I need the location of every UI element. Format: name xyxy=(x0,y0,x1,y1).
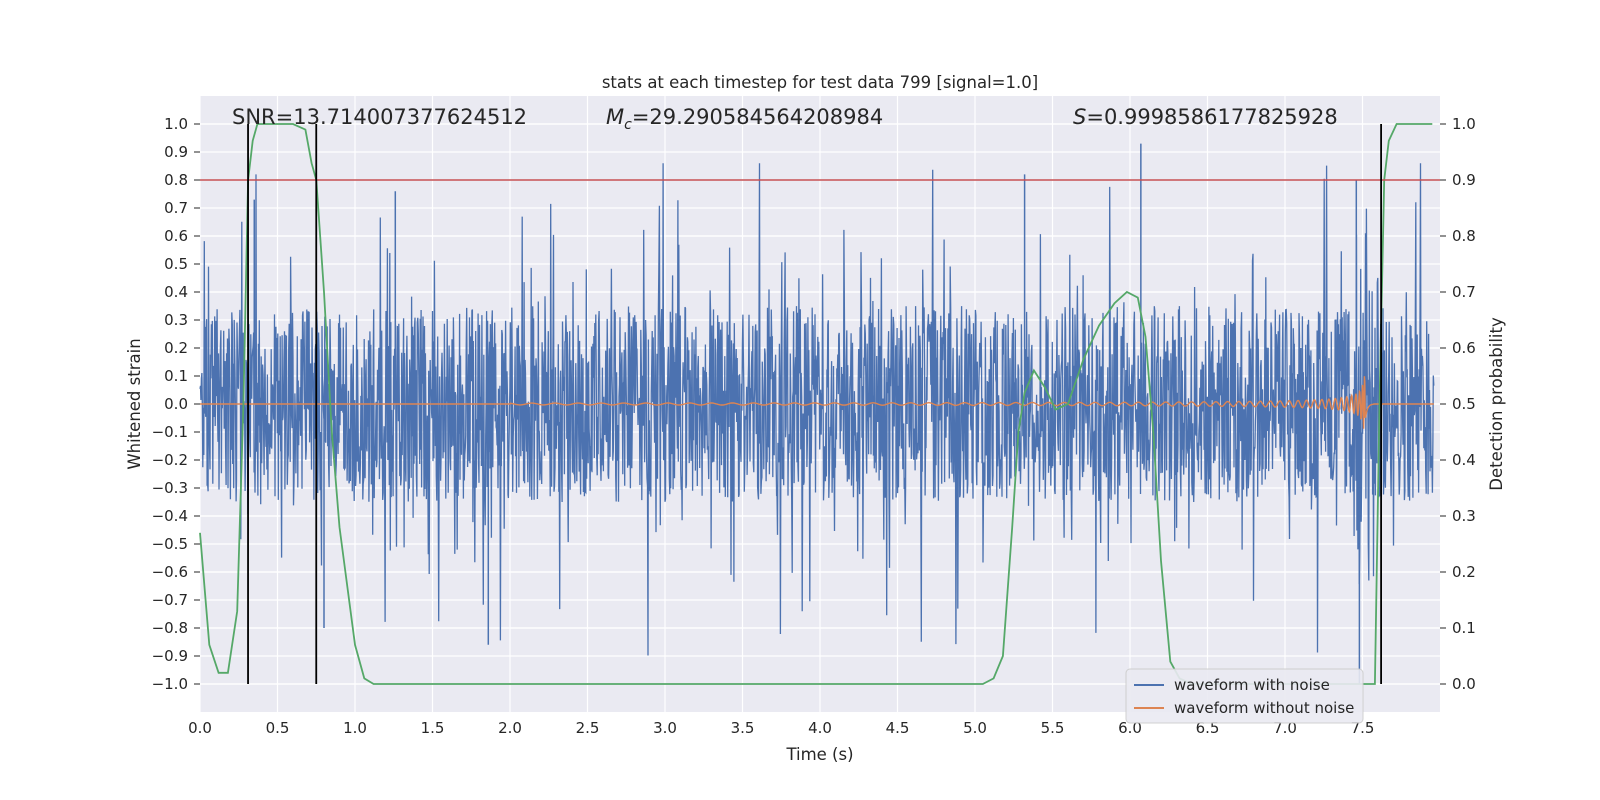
legend: waveform with noise waveform without noi… xyxy=(1125,668,1364,724)
y-tick-label: 1.0 xyxy=(164,115,188,133)
legend-label-noise: waveform with noise xyxy=(1174,676,1330,694)
y-tick-label: −0.4 xyxy=(152,507,188,525)
y-tick-label: 0.5 xyxy=(164,255,188,273)
x-tick-label: 2.5 xyxy=(576,719,600,737)
x-tick-label: 1.5 xyxy=(421,719,445,737)
chart-title: stats at each timestep for test data 799… xyxy=(602,73,1038,92)
y2-tick-label: 0.0 xyxy=(1452,675,1476,693)
y2-tick-label: 1.0 xyxy=(1452,115,1476,133)
detection-markers xyxy=(247,124,1382,684)
x-tick-label: 2.0 xyxy=(498,719,522,737)
x-tick-label: 0.0 xyxy=(188,719,212,737)
x-tick-label: 5.0 xyxy=(963,719,987,737)
y2-tick-label: 0.5 xyxy=(1452,395,1476,413)
y-tick-label: 0.0 xyxy=(164,395,188,413)
x-tick-label: 5.5 xyxy=(1041,719,1065,737)
y-tick-label: 0.6 xyxy=(164,227,188,245)
y-tick-label: −0.3 xyxy=(152,479,188,497)
y-tick-label: 0.2 xyxy=(164,339,188,357)
y2-tick-label: 0.7 xyxy=(1452,283,1476,301)
y2-tick-label: 0.4 xyxy=(1452,451,1476,469)
y-tick-label: 0.8 xyxy=(164,171,188,189)
chirp-mass-annotation: Mc=29.290584564208984 xyxy=(606,105,883,133)
x-ticks: 0.0 0.5 1.0 1.5 2.0 2.5 3.0 3.5 4.0 4.5 5.0 5.5 6.0 6… xyxy=(188,719,1374,737)
clean-trace xyxy=(200,376,1434,429)
y-ticks: 1.0 0.9 0.8 0.7 0.6 0.5 0.4 0.3 0.2 0.1 0.0 −0.1 −0.… xyxy=(152,115,200,693)
y-tick-label: 0.1 xyxy=(164,367,188,385)
y2-axis-label: Detection probability xyxy=(1487,317,1506,491)
noise-trace xyxy=(199,163,1435,656)
legend-box xyxy=(1125,668,1364,724)
x-tick-label: 3.5 xyxy=(731,719,755,737)
x-axis-label: Time (s) xyxy=(785,745,853,764)
y-tick-label: −0.6 xyxy=(152,563,188,581)
chirp-mass-symbol: M xyxy=(606,105,624,129)
y2-tick-label: 0.8 xyxy=(1452,227,1476,245)
series-waveform-with-noise xyxy=(199,143,1435,684)
y-tick-label: 0.3 xyxy=(164,311,188,329)
x-tick-label: 4.0 xyxy=(808,719,832,737)
y2-tick-label: 0.1 xyxy=(1452,619,1476,637)
x-tick-label: 1.0 xyxy=(343,719,367,737)
y-tick-label: −0.2 xyxy=(152,451,188,469)
y2-ticks: 1.0 0.9 0.8 0.7 0.6 0.5 0.4 0.3 0.2 0.1 0.0 xyxy=(1440,115,1476,693)
x-tick-label: 3.0 xyxy=(653,719,677,737)
chirp-mass-value: =29.290584564208984 xyxy=(632,105,883,129)
y-tick-label: −0.1 xyxy=(152,423,188,441)
y-tick-label: 0.4 xyxy=(164,283,188,301)
score-annotation: S=0.9998586177825928 xyxy=(1073,105,1338,129)
series-waveform-without-noise xyxy=(200,376,1434,429)
y2-tick-label: 0.9 xyxy=(1452,171,1476,189)
y-tick-label: 0.7 xyxy=(164,199,188,217)
y-tick-label: −0.7 xyxy=(152,591,188,609)
y2-tick-label: 0.2 xyxy=(1452,563,1476,581)
y2-tick-label: 0.3 xyxy=(1452,507,1476,525)
x-tick-label: 4.5 xyxy=(886,719,910,737)
snr-annotation: SNR=13.714007377624512 xyxy=(232,105,527,129)
y-tick-label: 0.9 xyxy=(164,143,188,161)
chirp-mass-subscript: c xyxy=(624,117,632,133)
score-symbol: S xyxy=(1073,105,1086,129)
y-tick-label: −0.5 xyxy=(152,535,188,553)
legend-label-clean: waveform without noise xyxy=(1174,699,1354,717)
y-tick-label: −1.0 xyxy=(152,675,188,693)
y-tick-label: −0.9 xyxy=(152,647,188,665)
y2-tick-label: 0.6 xyxy=(1452,339,1476,357)
x-tick-label: 0.5 xyxy=(266,719,290,737)
y-axis-label: Whitened strain xyxy=(125,338,144,469)
score-value: =0.9998586177825928 xyxy=(1086,105,1337,129)
y-tick-label: −0.8 xyxy=(152,619,188,637)
